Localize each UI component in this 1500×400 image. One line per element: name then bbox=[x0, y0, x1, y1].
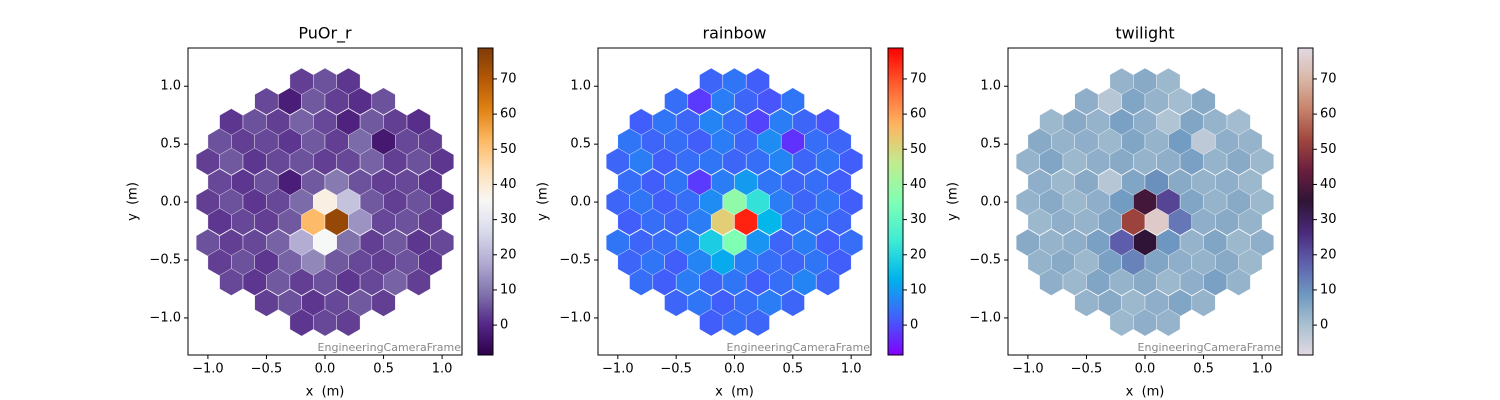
colorbar-tick-label: 50 bbox=[500, 142, 517, 157]
y-tick-label: −1.0 bbox=[149, 310, 181, 325]
panel-title: twilight bbox=[1115, 24, 1174, 43]
colorbar-tick-label: 30 bbox=[500, 212, 517, 227]
colorbar-tick-label: 40 bbox=[910, 177, 927, 192]
panel-title: PuOr_r bbox=[298, 24, 352, 44]
pixel bbox=[1250, 147, 1275, 176]
colorbar-tick-label: 60 bbox=[1320, 107, 1337, 122]
camera-pixels bbox=[606, 67, 863, 337]
x-tick-label: 1.0 bbox=[841, 362, 862, 377]
panel-title: rainbow bbox=[703, 24, 767, 43]
y-tick-label: 0.0 bbox=[980, 195, 1001, 210]
y-tick-label: 1.0 bbox=[570, 79, 591, 94]
y-tick-label: −1.0 bbox=[969, 310, 1001, 325]
y-tick-label: 0.5 bbox=[160, 137, 181, 152]
pixel bbox=[816, 268, 840, 296]
x-tick-label: −0.5 bbox=[251, 362, 283, 377]
colorbar-tick-label: 60 bbox=[910, 107, 927, 122]
pixel bbox=[1226, 268, 1251, 296]
y-tick-label: 0.0 bbox=[160, 195, 181, 210]
pixel bbox=[827, 208, 852, 236]
colorbar-tick-label: 0 bbox=[910, 318, 918, 333]
x-tick-label: 0.0 bbox=[1135, 362, 1156, 377]
pixel bbox=[1238, 207, 1263, 236]
frame-label: EngineeringCameraFrame bbox=[318, 341, 462, 354]
colorbar-tick-label: 10 bbox=[1320, 282, 1337, 297]
y-axis-label: y (m) bbox=[946, 182, 961, 221]
pixel bbox=[1191, 87, 1216, 116]
x-axis-label: x (m) bbox=[306, 385, 345, 400]
colorbar-tick-label: 40 bbox=[1320, 177, 1337, 192]
colorbar bbox=[1297, 47, 1314, 356]
y-tick-label: −1.0 bbox=[559, 310, 591, 325]
pixel bbox=[746, 308, 770, 337]
colorbar-tick-label: 40 bbox=[500, 177, 517, 192]
colorbar-tick-label: 0 bbox=[1320, 318, 1328, 333]
colorbar-tick-label: 20 bbox=[1320, 247, 1337, 262]
pixel bbox=[336, 308, 361, 337]
colorbar bbox=[477, 47, 494, 356]
y-axis-label: y (m) bbox=[126, 182, 141, 221]
camera-pixels bbox=[195, 67, 454, 337]
x-tick-label: −0.5 bbox=[660, 362, 692, 377]
colorbar-tick-label: 10 bbox=[910, 282, 927, 297]
pixel bbox=[371, 87, 396, 116]
x-tick-label: −0.5 bbox=[1071, 362, 1103, 377]
pixel bbox=[371, 289, 396, 317]
colorbar-tick-label: 60 bbox=[500, 107, 517, 122]
y-tick-label: 1.0 bbox=[160, 79, 181, 94]
y-axis-label: y (m) bbox=[536, 182, 551, 221]
pixel bbox=[1156, 308, 1181, 337]
colorbar-tick-label: 20 bbox=[910, 247, 927, 262]
x-tick-label: 0.0 bbox=[724, 362, 745, 377]
frame-label: EngineeringCameraFrame bbox=[727, 341, 871, 354]
y-tick-label: 1.0 bbox=[980, 79, 1001, 94]
pixel bbox=[418, 207, 443, 236]
y-tick-label: 0.0 bbox=[570, 195, 591, 210]
x-tick-label: 0.0 bbox=[315, 362, 336, 377]
y-tick-label: 0.5 bbox=[980, 137, 1001, 152]
colorbar-tick-label: 70 bbox=[1320, 71, 1337, 86]
colorbar-tick-label: 70 bbox=[500, 71, 517, 86]
pixel bbox=[430, 147, 454, 176]
colorbar-tick-label: 10 bbox=[500, 282, 517, 297]
x-tick-label: 1.0 bbox=[1252, 362, 1273, 377]
colorbar-tick-label: 50 bbox=[1320, 142, 1337, 157]
pixel bbox=[781, 87, 805, 116]
colorbar-tick-label: 30 bbox=[1320, 212, 1337, 227]
pixel bbox=[839, 147, 863, 176]
frame-label: EngineeringCameraFrame bbox=[1138, 341, 1282, 354]
y-tick-label: −0.5 bbox=[969, 253, 1001, 268]
x-tick-label: 1.0 bbox=[432, 362, 453, 377]
colorbar-tick-label: 50 bbox=[910, 142, 927, 157]
x-axis-label: x (m) bbox=[715, 385, 754, 400]
colorbar bbox=[887, 47, 904, 356]
x-tick-label: 0.5 bbox=[1193, 362, 1214, 377]
x-tick-label: −1.0 bbox=[1012, 362, 1044, 377]
x-tick-label: −1.0 bbox=[602, 362, 634, 377]
y-tick-label: −0.5 bbox=[149, 253, 181, 268]
colorbar-tick-label: 30 bbox=[910, 212, 927, 227]
colorbar-tick-label: 70 bbox=[910, 71, 927, 86]
camera-pixels bbox=[1016, 67, 1275, 337]
x-tick-label: 0.5 bbox=[782, 362, 803, 377]
x-tick-label: −1.0 bbox=[192, 362, 224, 377]
pixel bbox=[406, 268, 431, 296]
y-tick-label: −0.5 bbox=[559, 253, 591, 268]
pixel bbox=[781, 289, 805, 317]
x-axis-label: x (m) bbox=[1126, 385, 1165, 400]
x-tick-label: 0.5 bbox=[373, 362, 394, 377]
colorbar-tick-label: 0 bbox=[500, 318, 508, 333]
colorbar-tick-label: 20 bbox=[500, 247, 517, 262]
y-tick-label: 0.5 bbox=[570, 137, 591, 152]
pixel bbox=[1191, 289, 1216, 317]
